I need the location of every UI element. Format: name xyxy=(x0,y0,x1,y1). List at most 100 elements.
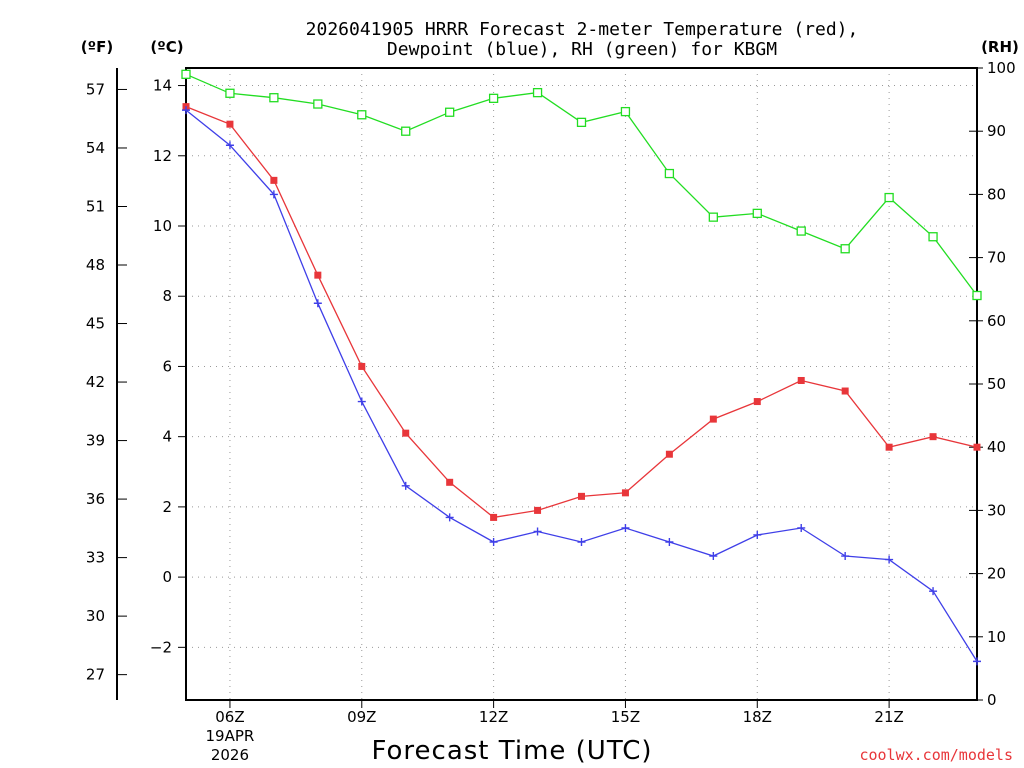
dewpoint-point xyxy=(489,538,498,546)
rh-tick-label: 0 xyxy=(987,691,997,709)
fahrenheit-tick-label: 33 xyxy=(86,549,105,567)
dewpoint-point xyxy=(753,530,762,539)
temperature-point xyxy=(226,120,234,128)
fahrenheit-tick-label: 36 xyxy=(86,490,105,508)
dewpoint-point xyxy=(929,587,938,596)
dewpoint-point xyxy=(182,106,190,115)
rh-point xyxy=(401,126,411,136)
rh-tick-label: 50 xyxy=(987,375,1006,393)
rh-point xyxy=(445,107,455,117)
x-tick-label: 06Z xyxy=(215,708,244,726)
fahrenheit-tick-label: 51 xyxy=(86,197,105,215)
rh-point xyxy=(620,106,631,117)
temperature-point xyxy=(665,450,673,458)
rh-point xyxy=(576,117,587,128)
rh-point xyxy=(928,232,938,242)
dewpoint-point xyxy=(577,538,586,546)
temperature-point xyxy=(358,362,366,370)
rh-point xyxy=(664,168,675,179)
temperature-line xyxy=(185,105,978,519)
dewpoint-point xyxy=(709,552,718,561)
dewpoint-point xyxy=(445,513,454,522)
x-tick-label: 15Z xyxy=(611,708,640,726)
rh-point xyxy=(313,99,323,109)
dewpoint-point xyxy=(533,527,542,536)
x-tick-label: 21Z xyxy=(874,708,903,726)
grid-lines xyxy=(186,68,977,700)
chart-title-line1: 2026041905 HRRR Forecast 2-meter Tempera… xyxy=(306,19,859,40)
temperature-point xyxy=(402,429,410,437)
celsius-tick-label: 4 xyxy=(162,428,172,446)
x-tick-date: 19APR xyxy=(206,727,255,745)
fahrenheit-tick-label: 54 xyxy=(86,139,105,157)
rh-point xyxy=(796,226,806,236)
celsius-unit-label: (ºC) xyxy=(150,38,183,56)
dewpoint-point xyxy=(357,397,366,406)
x-tick-label: 12Z xyxy=(479,708,508,726)
temperature-point xyxy=(841,387,849,395)
rh-point xyxy=(225,88,235,98)
fahrenheit-tick-label: 42 xyxy=(86,373,105,391)
fahrenheit-tick-label: 48 xyxy=(86,256,105,274)
celsius-tick-label: 12 xyxy=(153,147,172,165)
rh-tick-label: 10 xyxy=(987,628,1006,646)
plot-frame xyxy=(185,67,978,701)
rh-tick-label: 90 xyxy=(987,122,1006,140)
rh-point xyxy=(532,87,543,98)
rh-point xyxy=(884,192,894,203)
rh-unit-label: (RH) xyxy=(981,38,1019,56)
temperature-point xyxy=(709,415,717,423)
rh-point xyxy=(357,110,367,120)
temperature-point xyxy=(973,443,981,451)
celsius-tick-label: 14 xyxy=(153,77,172,95)
temperature-point xyxy=(270,176,278,184)
celsius-tick-label: 10 xyxy=(153,217,172,235)
x-tick-label: 18Z xyxy=(743,708,772,726)
temperature-point xyxy=(446,478,454,486)
chart-title-line2: Dewpoint (blue), RH (green) for KBGM xyxy=(387,39,777,60)
dewpoint-point xyxy=(621,523,630,532)
dewpoint-point xyxy=(313,299,322,308)
dewpoint-point xyxy=(797,523,806,532)
rh-tick-label: 20 xyxy=(987,565,1006,583)
rh-point xyxy=(840,244,850,254)
rh-point xyxy=(972,290,982,301)
dewpoint-point xyxy=(401,481,410,490)
x-tick-year: 2026 xyxy=(211,746,249,764)
fahrenheit-tick-label: 27 xyxy=(86,666,105,684)
temperature-point xyxy=(534,506,542,514)
rh-point xyxy=(181,69,191,79)
temperature-point xyxy=(753,398,761,406)
fahrenheit-unit-label: (ºF) xyxy=(81,38,113,56)
temperature-point xyxy=(929,433,937,441)
temperature-point xyxy=(314,271,322,279)
fahrenheit-tick-label: 45 xyxy=(86,315,105,333)
dewpoint-point xyxy=(225,141,234,150)
dewpoint-line xyxy=(185,109,978,662)
rh-tick-label: 60 xyxy=(987,312,1006,330)
rh-point xyxy=(269,93,279,103)
dewpoint-point xyxy=(841,552,850,561)
celsius-tick-label: 8 xyxy=(162,287,172,305)
dewpoint-point xyxy=(973,657,981,666)
rh-tick-label: 100 xyxy=(987,59,1016,77)
celsius-tick-label: 2 xyxy=(162,498,172,516)
celsius-tick-label: 6 xyxy=(162,357,172,375)
temperature-point xyxy=(797,376,805,384)
rh-point xyxy=(708,212,718,222)
rh-tick-label: 30 xyxy=(987,501,1006,519)
rh-point xyxy=(488,93,499,103)
celsius-tick-label: 0 xyxy=(162,568,172,586)
temperature-point xyxy=(578,492,585,500)
dewpoint-point xyxy=(665,538,674,546)
rh-tick-label: 80 xyxy=(987,185,1006,203)
rh-line xyxy=(185,73,978,296)
rh-tick-label: 70 xyxy=(987,249,1006,267)
rh-point xyxy=(752,208,762,219)
x-tick-label: 09Z xyxy=(347,708,376,726)
credit-text: coolwx.com/models xyxy=(859,746,1013,764)
celsius-tick-label: −2 xyxy=(150,638,172,656)
dewpoint-point xyxy=(885,555,894,564)
